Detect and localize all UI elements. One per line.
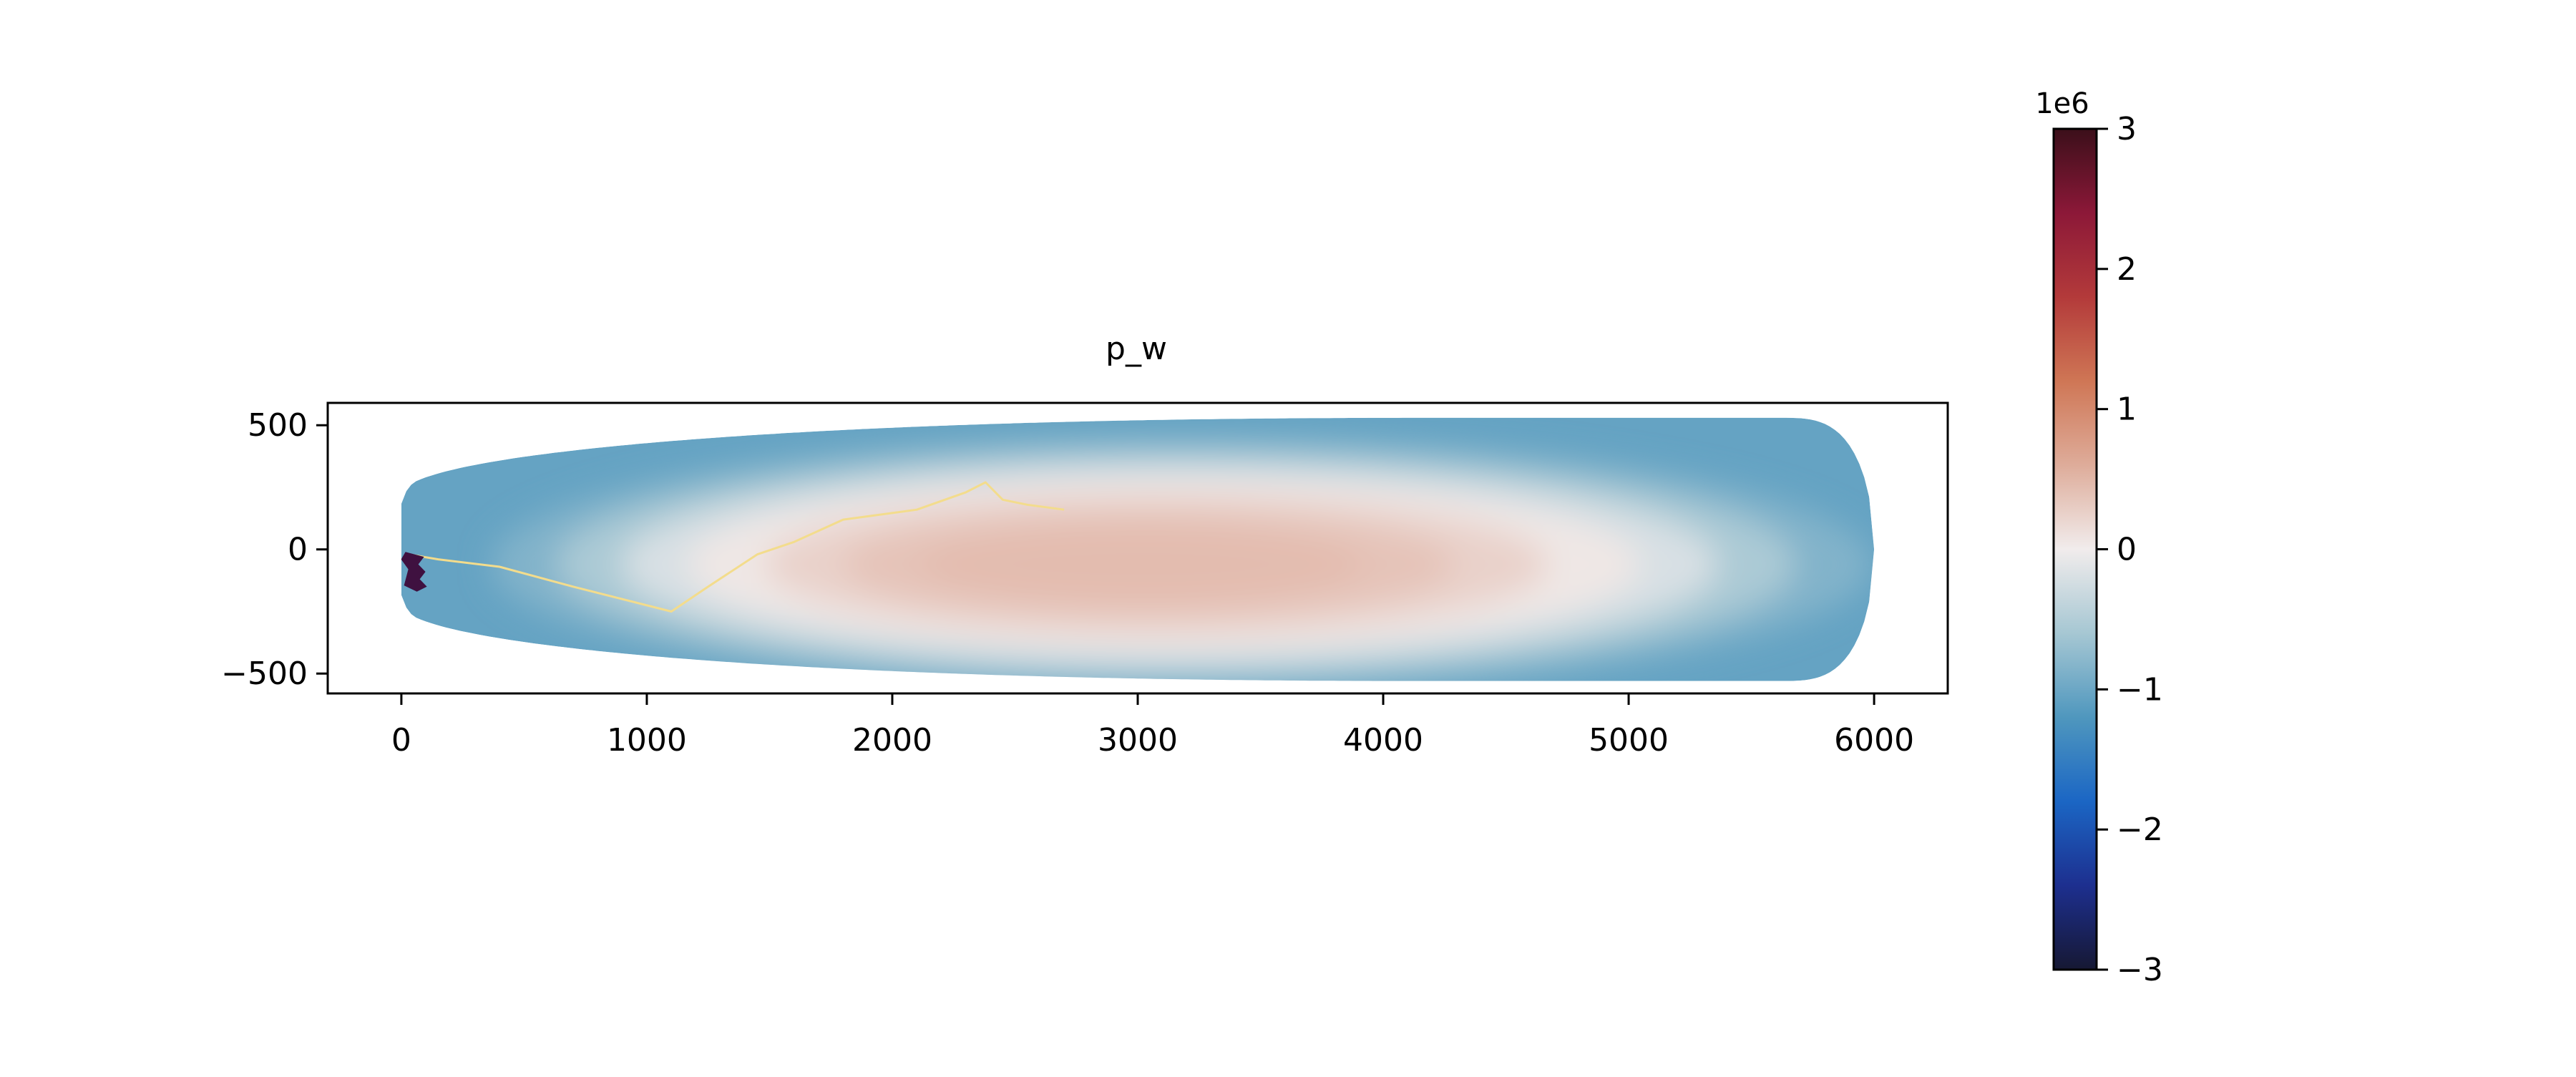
injection-zone: [401, 552, 427, 592]
y-tick-label-500: 500: [248, 407, 308, 444]
colorbar: 1e6 3 2 1 0 −1 −2 −3: [2035, 87, 2163, 988]
colorbar-tick-label-3: 0: [2117, 532, 2137, 568]
x-tick-label-1000: 1000: [607, 722, 687, 759]
injection-zone-patch: [401, 552, 427, 592]
y-tick-label-0: 0: [288, 532, 308, 568]
x-tick-label-5000: 5000: [1589, 722, 1669, 759]
colorbar-tick-label-1: 2: [2117, 251, 2137, 288]
fracture-trace-line: [408, 481, 1065, 613]
colorbar-gradient: [2054, 129, 2097, 970]
fracture-trace: [408, 481, 1065, 613]
chart-title: p_w: [1106, 331, 1167, 367]
plot-area: [326, 401, 1949, 695]
colorbar-tick-label-4: −1: [2117, 671, 2163, 708]
x-tick-label-3000: 3000: [1098, 722, 1178, 759]
field-level-6: [920, 528, 1362, 601]
x-tick-label-6000: 6000: [1834, 722, 1914, 759]
x-axis: 0 1000 2000 3000 4000 5000 6000: [391, 693, 1914, 759]
colorbar-tick-label-5: −2: [2117, 812, 2163, 848]
x-tick-label-4000: 4000: [1343, 722, 1423, 759]
pressure-field: [401, 417, 1875, 681]
x-tick-label-0: 0: [391, 722, 411, 759]
field-layers: [491, 436, 1873, 681]
colorbar-tick-label-6: −3: [2117, 952, 2163, 988]
colorbar-offset-label: 1e6: [2035, 87, 2089, 120]
y-tick-label--500: −500: [221, 656, 308, 692]
colorbar-tick-label-0: 3: [2117, 111, 2137, 147]
x-tick-label-2000: 2000: [852, 722, 932, 759]
colorbar-tick-label-2: 1: [2117, 391, 2137, 428]
colorbar-ticks: 3 2 1 0 −1 −2 −3: [2097, 111, 2163, 988]
y-axis: 500 0 −500: [221, 407, 328, 692]
